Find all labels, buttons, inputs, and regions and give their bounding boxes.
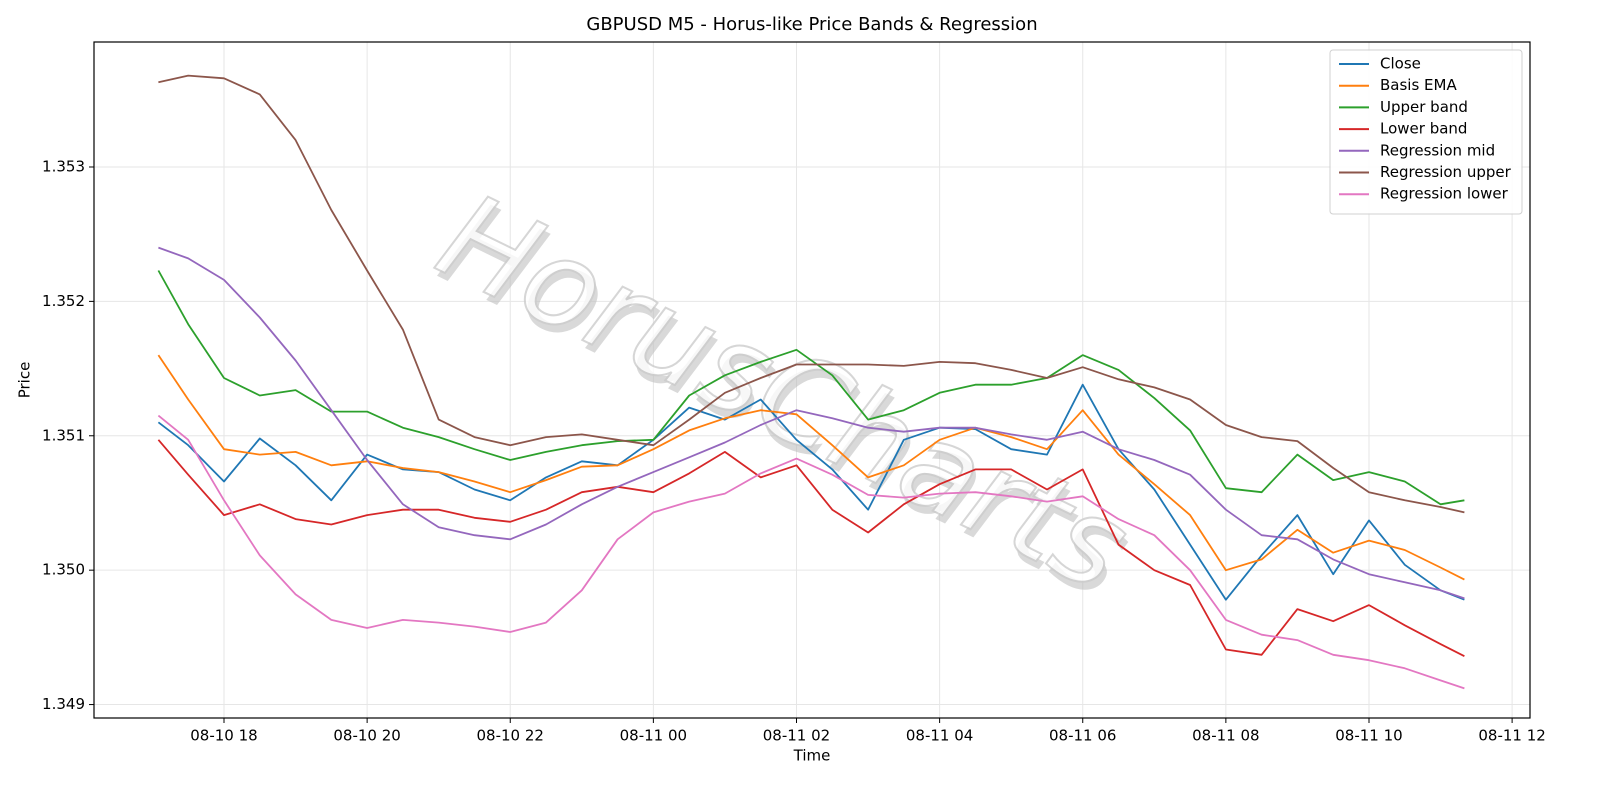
y-tick-label: 1.349	[42, 695, 85, 713]
legend-label: Lower band	[1380, 120, 1467, 138]
x-tick-label: 08-11 10	[1335, 727, 1402, 745]
grid-layer	[94, 42, 1530, 718]
lines-layer	[157, 74, 1465, 690]
plot-frame	[93, 41, 1531, 719]
x-tick-label: 08-11 00	[620, 727, 687, 745]
legend-label: Regression mid	[1380, 141, 1495, 159]
x-tick-label: 08-10 18	[190, 727, 257, 745]
x-tick-label: 08-10 22	[477, 727, 544, 745]
legend-label: Regression upper	[1380, 163, 1512, 181]
x-tick-label: 08-10 20	[333, 727, 400, 745]
chart-title: GBPUSD M5 - Horus-like Price Bands & Reg…	[586, 14, 1037, 35]
legend-box	[1329, 49, 1523, 215]
series-line	[158, 74, 1465, 514]
x-tick-label: 08-11 06	[1049, 727, 1116, 745]
legend-label: Close	[1380, 55, 1421, 73]
legend-label: Regression lower	[1380, 185, 1509, 203]
x-axis-label: Time	[793, 747, 831, 765]
y-tick-label: 1.350	[42, 561, 85, 579]
series-line	[158, 246, 1465, 600]
y-tick-label: 1.353	[42, 157, 85, 175]
legend-label: Upper band	[1380, 98, 1468, 116]
series-line	[157, 439, 1465, 658]
series-line	[157, 270, 1465, 506]
y-tick-label: 1.352	[42, 292, 85, 310]
legend: Close Basis EMA Upper band Lower band Regres…	[1329, 49, 1523, 215]
x-tick-label: 08-11 04	[906, 727, 973, 745]
x-tick-label: 08-11 08	[1192, 727, 1259, 745]
series-line	[157, 354, 1465, 581]
y-tick-label: 1.351	[42, 426, 85, 444]
legend-label: Basis EMA	[1380, 76, 1457, 94]
series-line	[157, 383, 1465, 601]
x-tick-label: 08-11 02	[763, 727, 830, 745]
y-axis-label: Price	[16, 362, 34, 399]
series-line	[157, 414, 1465, 690]
x-tick-label: 08-11 12	[1478, 727, 1545, 745]
